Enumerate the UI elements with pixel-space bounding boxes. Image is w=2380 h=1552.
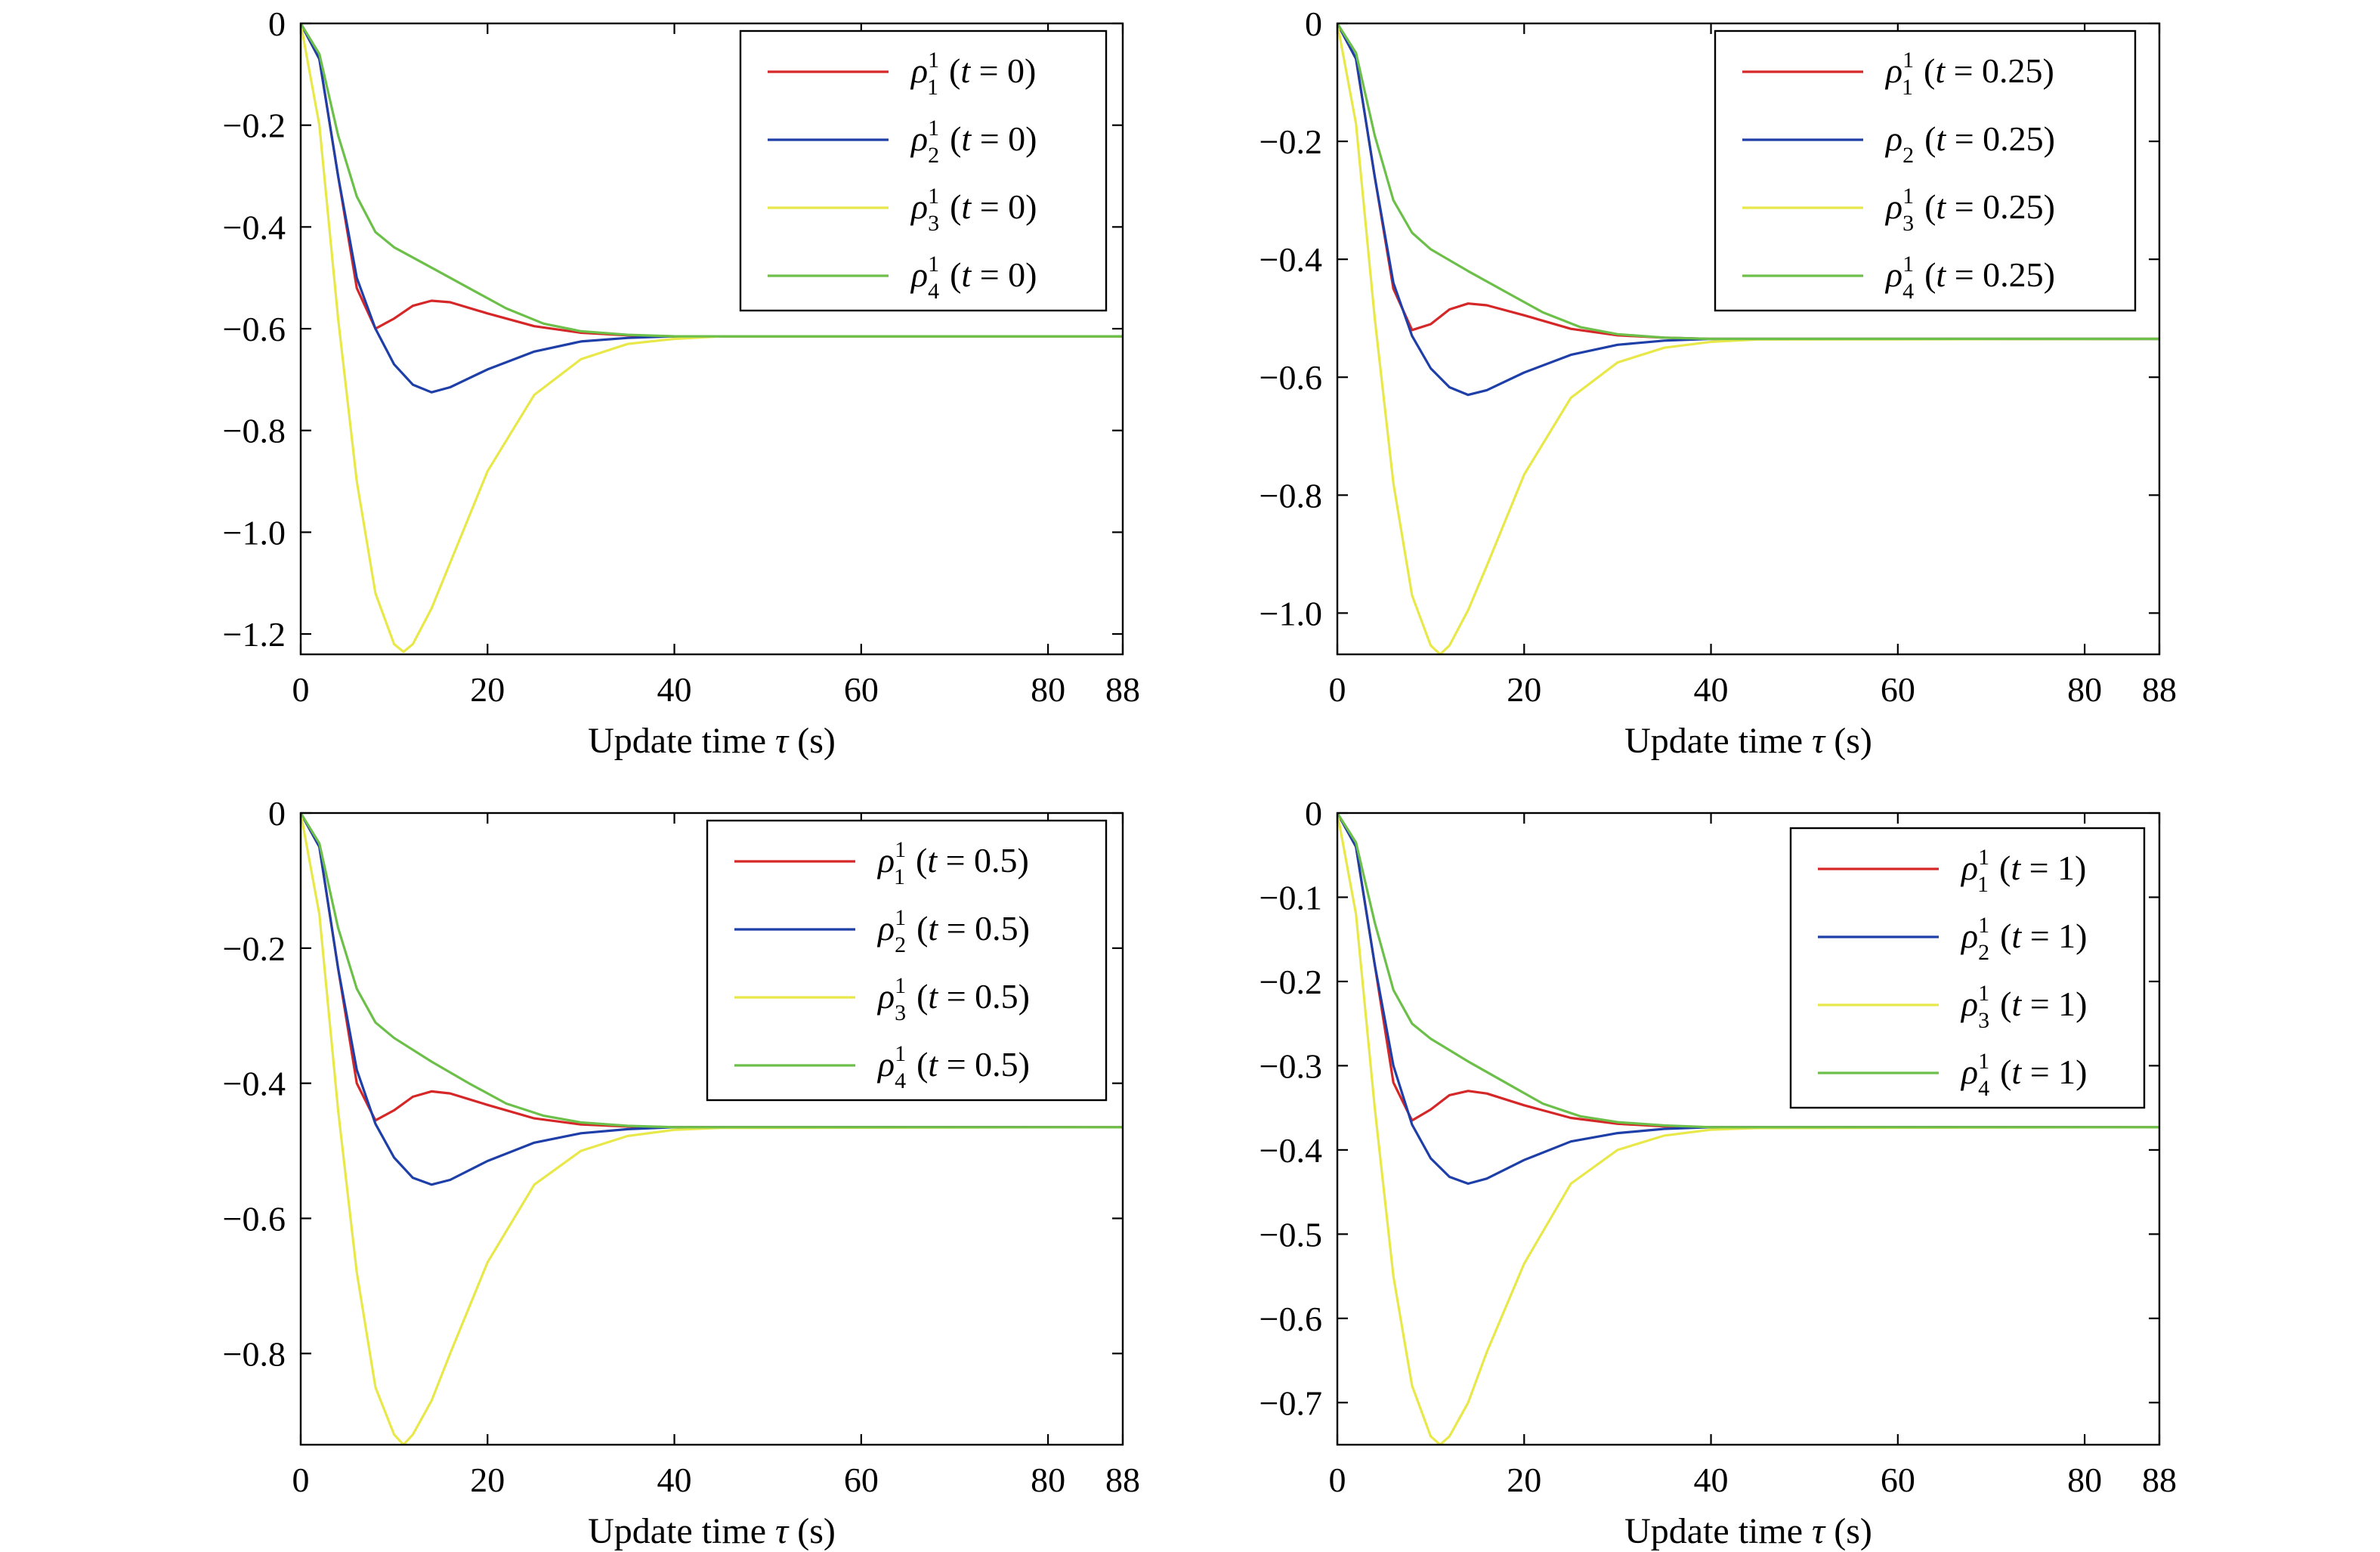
legend-box: [1789, 827, 2146, 1109]
series-line-rho4: [301, 23, 1123, 338]
x-tick-label: 80: [2067, 670, 2102, 709]
y-tick-label: 0: [268, 794, 286, 833]
legend-label-rho2: ρ1 2 (t = 0.5): [876, 905, 1030, 957]
series-line-rho3: [1337, 813, 2159, 1445]
y-tick-label: −0.2: [1260, 122, 1322, 161]
legend-label-rho4: ρ1 4 (t = 1): [1960, 1049, 2087, 1101]
series-line-rho4: [1337, 813, 2159, 1129]
y-tick-label: −1.0: [1260, 594, 1322, 632]
series-line-rho2: [301, 23, 1123, 394]
subplot-3: 0 20 40 60 80 88 0 −0.2 −0.4 −0.6 −0.8 Update time …: [223, 794, 1140, 1551]
legend-label-rho1: ρ1 1 (t = 0.25): [1884, 48, 2054, 100]
legend-label-rho1: ρ1 1 (t = 0.5): [876, 837, 1029, 889]
y-tick-label: 0: [1305, 5, 1322, 43]
y-tick-label: −0.6: [1260, 358, 1322, 397]
x-tick-label: 80: [2067, 1461, 2102, 1499]
axes-frame: [1336, 812, 2161, 1446]
series-line-rho2: [1337, 23, 2159, 397]
x-tick-label: 0: [292, 670, 310, 709]
subplot-4: 0 20 40 60 80 88 0 −0.1 −0.2 −0.3 −0.4 −0.5 −0.6 −0.7…: [1260, 794, 2177, 1551]
y-tick-label: −0.4: [1260, 1131, 1322, 1170]
legend-label-rho1: ρ1 1 (t = 1): [1960, 845, 2086, 897]
legend: ρ1 1 (t = 0.25) ρ2 (t = 0.25) ρ1 3 (t = 0.25) ρ1…: [1714, 29, 2137, 312]
x-axis-label: Update time τ (s): [588, 721, 836, 761]
y-tick-label: −1.2: [223, 615, 286, 654]
y-tick-label: −0.8: [223, 1334, 286, 1373]
x-tick-label: 40: [1694, 670, 1729, 709]
y-tick-label: −0.8: [223, 412, 286, 450]
x-tick-label: 88: [1105, 670, 1140, 709]
x-axis-label: Update time τ (s): [1624, 721, 1872, 761]
series-line-rho3: [1337, 23, 2159, 654]
y-tick-label: −0.2: [1260, 963, 1322, 1001]
x-tick-label: 0: [1329, 1461, 1346, 1499]
x-tick-label: 60: [1881, 1461, 1915, 1499]
y-tick-label: 0: [1305, 794, 1322, 833]
x-tick-label: 0: [1329, 670, 1346, 709]
x-tick-label: 40: [657, 1461, 692, 1499]
x-tick-label: 0: [292, 1461, 310, 1499]
x-axis-label: Update time τ (s): [1624, 1511, 1872, 1551]
legend-box: [706, 819, 1108, 1102]
x-tick-label: 80: [1031, 670, 1065, 709]
legend-box: [1714, 29, 2137, 312]
y-tick-label: −0.4: [223, 208, 286, 246]
x-tick-label: 60: [1881, 670, 1915, 709]
legend-label-rho4: ρ1 4 (t = 0.25): [1884, 252, 2055, 304]
legend-label-rho4: ρ1 4 (t = 0): [910, 252, 1037, 304]
y-tick-label: −0.6: [223, 1199, 286, 1238]
y-tick-label: −0.2: [223, 107, 286, 145]
x-tick-label: 88: [2142, 670, 2177, 709]
x-tick-label: 88: [2142, 1461, 2177, 1499]
y-tick-label: −0.7: [1260, 1384, 1322, 1422]
series-line-rho2: [1337, 813, 2159, 1186]
x-tick-label: 20: [470, 670, 505, 709]
x-tick-label: 88: [1105, 1461, 1140, 1499]
legend-label-rho3: ρ1 3 (t = 1): [1960, 981, 2087, 1033]
series-line-rho4: [301, 813, 1123, 1129]
x-axis-label: Update time τ (s): [588, 1511, 836, 1551]
y-tick-label: −0.8: [1260, 476, 1322, 515]
legend: ρ1 1 (t = 0.5) ρ1 2 (t = 0.5) ρ1 3 (t = 0.5) ρ1 4(…: [706, 819, 1108, 1102]
x-tick-label: 20: [1507, 1461, 1541, 1499]
y-tick-label: −0.5: [1260, 1215, 1322, 1254]
x-tick-label: 20: [470, 1461, 505, 1499]
y-tick-label: −0.6: [223, 310, 286, 348]
axes-frame: [1336, 22, 2161, 656]
y-tick-label: −0.2: [223, 929, 286, 968]
y-tick-label: −0.4: [1260, 240, 1322, 279]
y-tick-label: −0.3: [1260, 1047, 1322, 1085]
subplot-2: 0 20 40 60 80 88 0 −0.2 −0.4 −0.6 −0.8 −1.0 Update t…: [1260, 5, 2177, 761]
legend-label-rho3: ρ1 3 (t = 0.5): [876, 973, 1030, 1025]
legend-label-rho3: ρ1 3 (t = 0): [910, 184, 1037, 236]
legend-box: [739, 29, 1108, 312]
series-line-rho3: [301, 23, 1123, 654]
x-tick-label: 40: [1694, 1461, 1729, 1499]
legend-label-rho2: ρ2 (t = 0.25): [1884, 119, 2055, 168]
legend-label-rho2: ρ1 2 (t = 0): [910, 116, 1037, 168]
y-tick-label: −0.1: [1260, 878, 1322, 917]
series-line-rho2: [301, 813, 1123, 1186]
x-tick-label: 80: [1031, 1461, 1065, 1499]
legend: ρ1 1 (t = 0) ρ1 2 (t = 0) ρ1 3 (t = 0) ρ1 4 (t = 0): [739, 29, 1108, 312]
series-line-rho4: [1337, 23, 2159, 341]
x-tick-label: 20: [1507, 670, 1541, 709]
x-tick-label: 60: [844, 670, 879, 709]
legend: ρ1 1 (t = 1) ρ1 2 (t = 1) ρ1 3 (t = 1) ρ1 4 (t = 1): [1789, 827, 2146, 1109]
y-tick-label: −0.6: [1260, 1300, 1322, 1338]
legend-label-rho1: ρ1 1 (t = 0): [910, 48, 1036, 100]
axes-frame: [299, 22, 1124, 656]
axes-frame: [299, 812, 1124, 1446]
y-tick-label: −0.4: [223, 1065, 286, 1103]
legend-label-rho4: ρ1 4 (t = 0.5): [876, 1041, 1030, 1093]
legend-label-rho3: ρ1 3 (t = 0.25): [1884, 184, 2055, 236]
x-tick-label: 60: [844, 1461, 879, 1499]
x-tick-label: 40: [657, 670, 692, 709]
series-line-rho3: [301, 813, 1123, 1445]
subplot-1: 0 20 40 60 80 88 0 −0.2 −0.4 −0.6 −0.8 −1.0 −1.2 Upda…: [223, 5, 1140, 761]
y-tick-label: 0: [268, 5, 286, 43]
y-tick-label: −1.0: [223, 513, 286, 552]
legend-label-rho2: ρ1 2 (t = 1): [1960, 913, 2087, 965]
